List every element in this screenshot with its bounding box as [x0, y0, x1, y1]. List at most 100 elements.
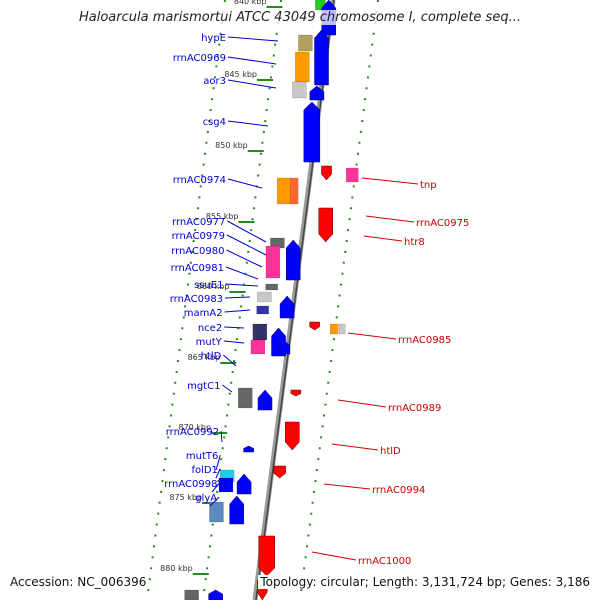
right-gene-label: rrnAC0989 [388, 403, 441, 414]
left-label-leader [227, 178, 263, 189]
reverse-gene-arrow [258, 535, 275, 577]
forward-gene-arrow [243, 445, 254, 453]
kbp-tick-label: 880 kbp [160, 564, 193, 573]
left-gene-label: rrnAC0969 [173, 53, 226, 64]
map-title: Haloarcula marismortui ATCC 43049 chromo… [0, 10, 600, 25]
gene-block [252, 323, 268, 341]
mid-left-dots [202, 0, 282, 600]
left-label-leader [227, 36, 279, 42]
forward-gene-arrow [314, 29, 329, 86]
forward-gene-arrow [309, 85, 325, 101]
reverse-gene-arrow [273, 465, 286, 479]
right-gene-label: rrnAC0994 [372, 485, 425, 496]
left-label-leader [225, 266, 259, 280]
left-label-leader [223, 340, 245, 344]
left-gene-label: mutT6 [186, 451, 218, 462]
left-gene-label: glyA [195, 493, 217, 504]
forward-gene-arrow [303, 101, 321, 163]
left-label-leader [227, 220, 267, 243]
inner-left-dots [146, 0, 226, 600]
kbp-tick-label: 870 kbp [178, 423, 211, 432]
left-gene-label: rrnAC0998 [164, 479, 217, 490]
right-label-leader [337, 399, 387, 408]
gene-block [250, 339, 266, 355]
left-label-leader [226, 249, 263, 268]
dotted-guide-lines [146, 0, 379, 600]
right-label-leader [347, 332, 397, 340]
left-label-leader [209, 496, 220, 507]
topology-text: Topology: circular; Length: 3,131,724 bp… [258, 575, 592, 589]
kbp-tick-label: 860 kbp [197, 282, 230, 291]
right-label-leader [331, 443, 379, 451]
right-gene-label: htr8 [404, 237, 425, 248]
left-gene-label: rrnAC0979 [172, 231, 225, 242]
forward-gene-arrow [236, 473, 252, 495]
left-label-leader [227, 56, 277, 65]
left-gene-label: mamA2 [184, 308, 223, 319]
left-label-leader [211, 482, 220, 493]
reverse-gene-arrow [321, 165, 332, 181]
right-dots [299, 0, 379, 600]
gene-block [184, 589, 199, 600]
gene-block [298, 34, 313, 52]
left-gene-label: rrnAC0981 [171, 263, 224, 274]
right-label-leader [311, 551, 357, 561]
reverse-gene-arrow [285, 421, 300, 451]
left-gene-label: mutY [196, 337, 223, 348]
left-gene-label: hypE [201, 33, 226, 44]
left-label-leader [227, 79, 277, 89]
forward-gene-arrow [208, 589, 223, 600]
kbp-tick-label: 840 kbp [234, 0, 267, 6]
left-gene-label: rrnAC0992 [166, 427, 219, 438]
left-gene-label: rrnAC0974 [173, 175, 226, 186]
gene-block [238, 387, 253, 409]
left-label-leader [215, 454, 221, 471]
label-leader-lines [209, 36, 419, 561]
left-gene-label: aor3 [203, 76, 226, 87]
forward-gene-arrow [257, 389, 273, 411]
left-label-leader [225, 296, 251, 299]
left-gene-label: csg4 [203, 117, 226, 128]
kbp-tick-label: 875 kbp [169, 493, 202, 502]
kbp-tick-label: 845 kbp [224, 70, 257, 79]
left-label-leader [227, 120, 269, 127]
right-gene-label: htlD [380, 446, 401, 457]
accession-text: Accession: NC_006396 [8, 575, 149, 589]
gene-block [209, 501, 224, 523]
left-label-leader [215, 468, 221, 479]
forward-gene-arrow [229, 495, 244, 525]
right-gene-label: rrnAC0985 [398, 335, 451, 346]
kbp-tick-label: 850 kbp [215, 141, 248, 150]
gene-block [257, 291, 272, 303]
right-label-leader [365, 215, 415, 223]
right-gene-label: rrnAC1000 [358, 556, 411, 567]
kbp-ticks: 840 kbp 845 kbp 850 kbp 855 kbp 860 kbp 865 k… [160, 0, 283, 575]
left-gene-label: mgtC1 [187, 381, 220, 392]
right-label-leader [363, 235, 403, 242]
right-label-leader [323, 483, 371, 490]
left-label-leader [223, 354, 237, 367]
gene-block [329, 323, 339, 335]
left-gene-label: rrnAC0980 [171, 246, 224, 257]
reverse-gene-arrow [290, 389, 302, 397]
left-gene-label: htlD [201, 351, 222, 362]
gene-block [346, 167, 359, 183]
forward-gene-arrow [285, 239, 301, 281]
gene-labels: hypE rrnAC0969 aor3 csg4 rrnAC0974 rrnAC0977 r… [164, 33, 469, 567]
gene-block [265, 283, 278, 291]
gene-block [289, 177, 299, 205]
left-label-leader [224, 309, 251, 313]
left-label-leader [226, 234, 267, 256]
reverse-gene-arrow [318, 207, 333, 243]
right-label-leader [361, 177, 419, 185]
gene-block [292, 81, 307, 99]
kbp-tick-label: 855 kbp [206, 212, 239, 221]
left-gene-label: rrnAC0983 [170, 294, 223, 305]
forward-gene-arrow [279, 295, 295, 319]
gene-block [276, 177, 292, 205]
gene-block [295, 51, 310, 83]
reverse-gene-arrow [309, 321, 320, 331]
right-gene-label: tnp [420, 180, 437, 191]
left-gene-label: nce2 [198, 323, 222, 334]
